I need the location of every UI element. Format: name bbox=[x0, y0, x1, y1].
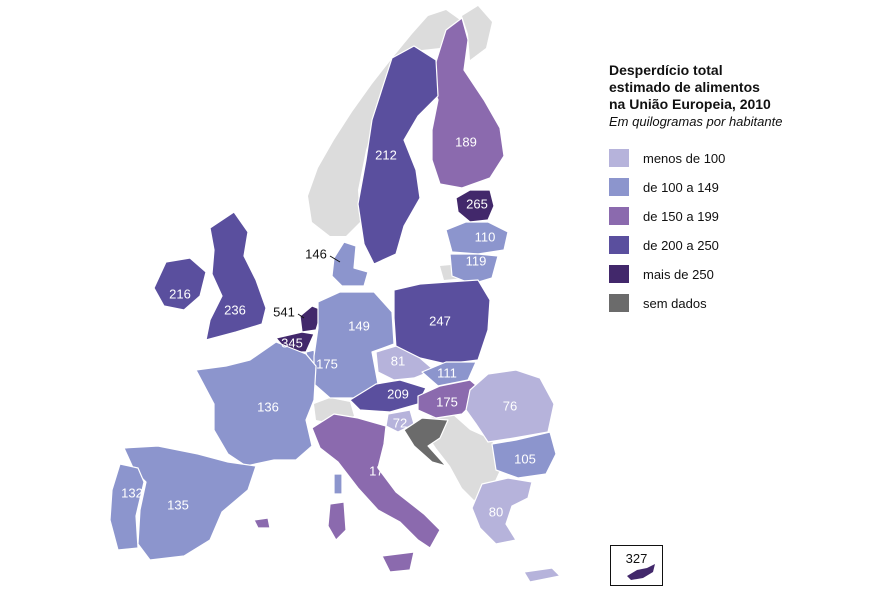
legend: Desperdício total estimado de alimentos … bbox=[609, 62, 859, 322]
label-germany: 149 bbox=[348, 318, 370, 333]
label-latvia: 110 bbox=[475, 229, 496, 244]
country-greece bbox=[471, 477, 533, 545]
country-corsica bbox=[333, 473, 343, 495]
country-iceland-russia-north bbox=[462, 6, 492, 60]
legend-title-line-2: estimado de alimentos bbox=[609, 79, 760, 95]
leader-netherlands bbox=[297, 313, 305, 319]
label-bulgaria: 105 bbox=[514, 451, 536, 466]
legend-swatch bbox=[609, 207, 629, 225]
country-croatia bbox=[403, 417, 449, 467]
label-italy: 179 bbox=[369, 463, 391, 478]
leader-denmark bbox=[329, 255, 341, 263]
legend-item: menos de 100 bbox=[609, 148, 859, 168]
legend-label: mais de 250 bbox=[643, 266, 714, 282]
legend-label: sem dados bbox=[643, 295, 707, 311]
label-romania: 76 bbox=[503, 398, 517, 413]
cyprus-inset: 327 bbox=[610, 545, 663, 586]
legend-swatch bbox=[609, 149, 629, 167]
country-latvia bbox=[445, 221, 509, 255]
legend-title-line-1: Desperdício total bbox=[609, 62, 723, 78]
country-estonia bbox=[455, 189, 495, 223]
label-austria: 209 bbox=[387, 386, 409, 401]
label-spain: 135 bbox=[167, 497, 189, 512]
country-bulgaria bbox=[491, 431, 557, 479]
legend-item: mais de 250 bbox=[609, 264, 859, 284]
country-slovakia bbox=[421, 361, 477, 387]
country-sardinia bbox=[327, 501, 347, 541]
label-belgium: 345 bbox=[281, 335, 303, 350]
label-france: 136 bbox=[257, 399, 279, 414]
legend-item: de 150 a 199 bbox=[609, 206, 859, 226]
country-italy bbox=[311, 413, 441, 549]
value-labels: 189 212 265 110 119 146 216 236 541 345 … bbox=[121, 134, 536, 519]
country-sicily bbox=[381, 551, 415, 573]
legend-label: de 200 a 250 bbox=[643, 237, 719, 253]
country-crete bbox=[523, 567, 561, 583]
country-balkans bbox=[424, 414, 500, 500]
country-portugal bbox=[109, 463, 145, 551]
country-finland bbox=[429, 17, 505, 189]
label-estonia: 265 bbox=[466, 196, 488, 211]
country-denmark bbox=[331, 241, 369, 287]
legend-subtitle: Em quilogramas por habitante bbox=[609, 114, 783, 129]
legend-item: de 100 a 149 bbox=[609, 177, 859, 197]
label-czechia: 81 bbox=[391, 353, 405, 368]
legend-swatch bbox=[609, 236, 629, 254]
label-netherlands: 541 bbox=[273, 304, 295, 319]
country-poland bbox=[393, 279, 491, 365]
label-cyprus: 327 bbox=[625, 551, 648, 566]
label-sweden: 212 bbox=[375, 147, 397, 162]
legend-title-line-3: na União Europeia, 2010 bbox=[609, 96, 771, 112]
legend-swatch bbox=[609, 294, 629, 312]
label-greece: 80 bbox=[489, 504, 503, 519]
country-france bbox=[195, 341, 317, 467]
label-slovakia: 111 bbox=[437, 365, 457, 380]
country-malta bbox=[253, 517, 271, 529]
legend-item: sem dados bbox=[609, 293, 859, 313]
country-germany bbox=[313, 291, 395, 399]
label-poland: 247 bbox=[429, 313, 451, 328]
label-ireland: 216 bbox=[169, 286, 191, 301]
country-sweden bbox=[357, 45, 439, 265]
country-cyprus bbox=[627, 564, 655, 580]
country-norway bbox=[308, 10, 460, 236]
cyprus-inset-map bbox=[627, 564, 655, 580]
legend-label: de 100 a 149 bbox=[643, 179, 719, 195]
label-hungary: 175 bbox=[436, 394, 458, 409]
country-spain bbox=[123, 445, 257, 561]
legend-swatch bbox=[609, 178, 629, 196]
legend-label: menos de 100 bbox=[643, 150, 726, 166]
label-finland: 189 bbox=[455, 134, 477, 149]
legend-label: de 150 a 199 bbox=[643, 208, 719, 224]
label-portugal: 132 bbox=[121, 485, 143, 500]
label-lithuania: 119 bbox=[466, 253, 487, 268]
label-luxembourg: 175 bbox=[316, 356, 338, 371]
label-slovenia: 72 bbox=[393, 415, 407, 430]
label-united-kingdom: 236 bbox=[224, 302, 246, 317]
label-denmark: 146 bbox=[305, 246, 327, 261]
legend-swatch bbox=[609, 265, 629, 283]
legend-item: de 200 a 250 bbox=[609, 235, 859, 255]
country-ireland bbox=[153, 257, 207, 311]
country-lithuania bbox=[449, 253, 499, 285]
country-united-kingdom bbox=[205, 211, 267, 341]
